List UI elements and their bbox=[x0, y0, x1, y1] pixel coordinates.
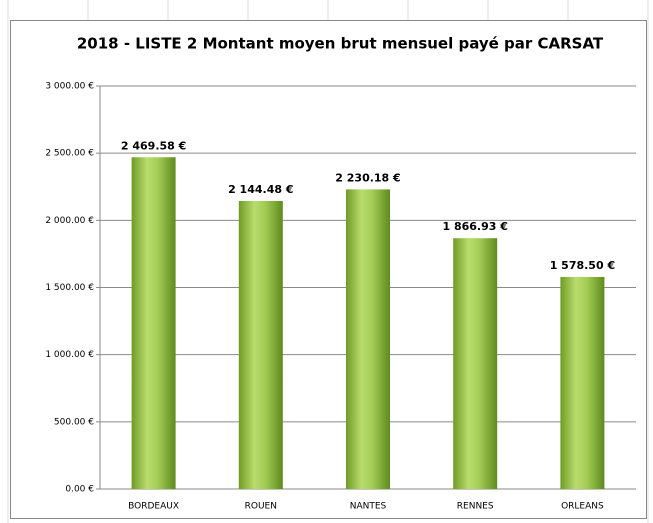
y-tick-label: 3 000.00 € bbox=[45, 82, 94, 92]
data-label: 2 469.58 € bbox=[121, 139, 186, 152]
chart-title: 2018 - LISTE 2 Montant moyen brut mensue… bbox=[77, 35, 604, 53]
y-tick-label: 1 500.00 € bbox=[45, 283, 94, 293]
bar bbox=[346, 189, 390, 490]
y-tick-label: 0.00 € bbox=[65, 485, 94, 495]
x-tick-label: RENNES bbox=[457, 502, 494, 512]
x-tick-label: ROUEN bbox=[245, 502, 277, 512]
chart-area bbox=[10, 20, 647, 519]
data-label: 1 578.50 € bbox=[550, 259, 615, 272]
data-label: 2 144.48 € bbox=[228, 183, 293, 196]
bar bbox=[453, 238, 498, 489]
x-tick-label: ORLEANS bbox=[561, 502, 604, 512]
sheet-grid bbox=[7, 0, 649, 523]
bar bbox=[560, 276, 605, 489]
y-tick-label: 2 000.00 € bbox=[45, 216, 94, 226]
x-tick-label: NANTES bbox=[350, 502, 387, 512]
y-tick-label: 500.00 € bbox=[54, 417, 94, 427]
data-label: 2 230.18 € bbox=[335, 171, 400, 184]
bar bbox=[131, 157, 176, 489]
x-tick-label: BORDEAUX bbox=[128, 502, 179, 512]
bar bbox=[238, 200, 283, 489]
data-label: 1 866.93 € bbox=[442, 220, 507, 233]
y-tick-label: 2 500.00 € bbox=[45, 149, 94, 159]
y-tick-label: 1 000.00 € bbox=[45, 350, 94, 360]
